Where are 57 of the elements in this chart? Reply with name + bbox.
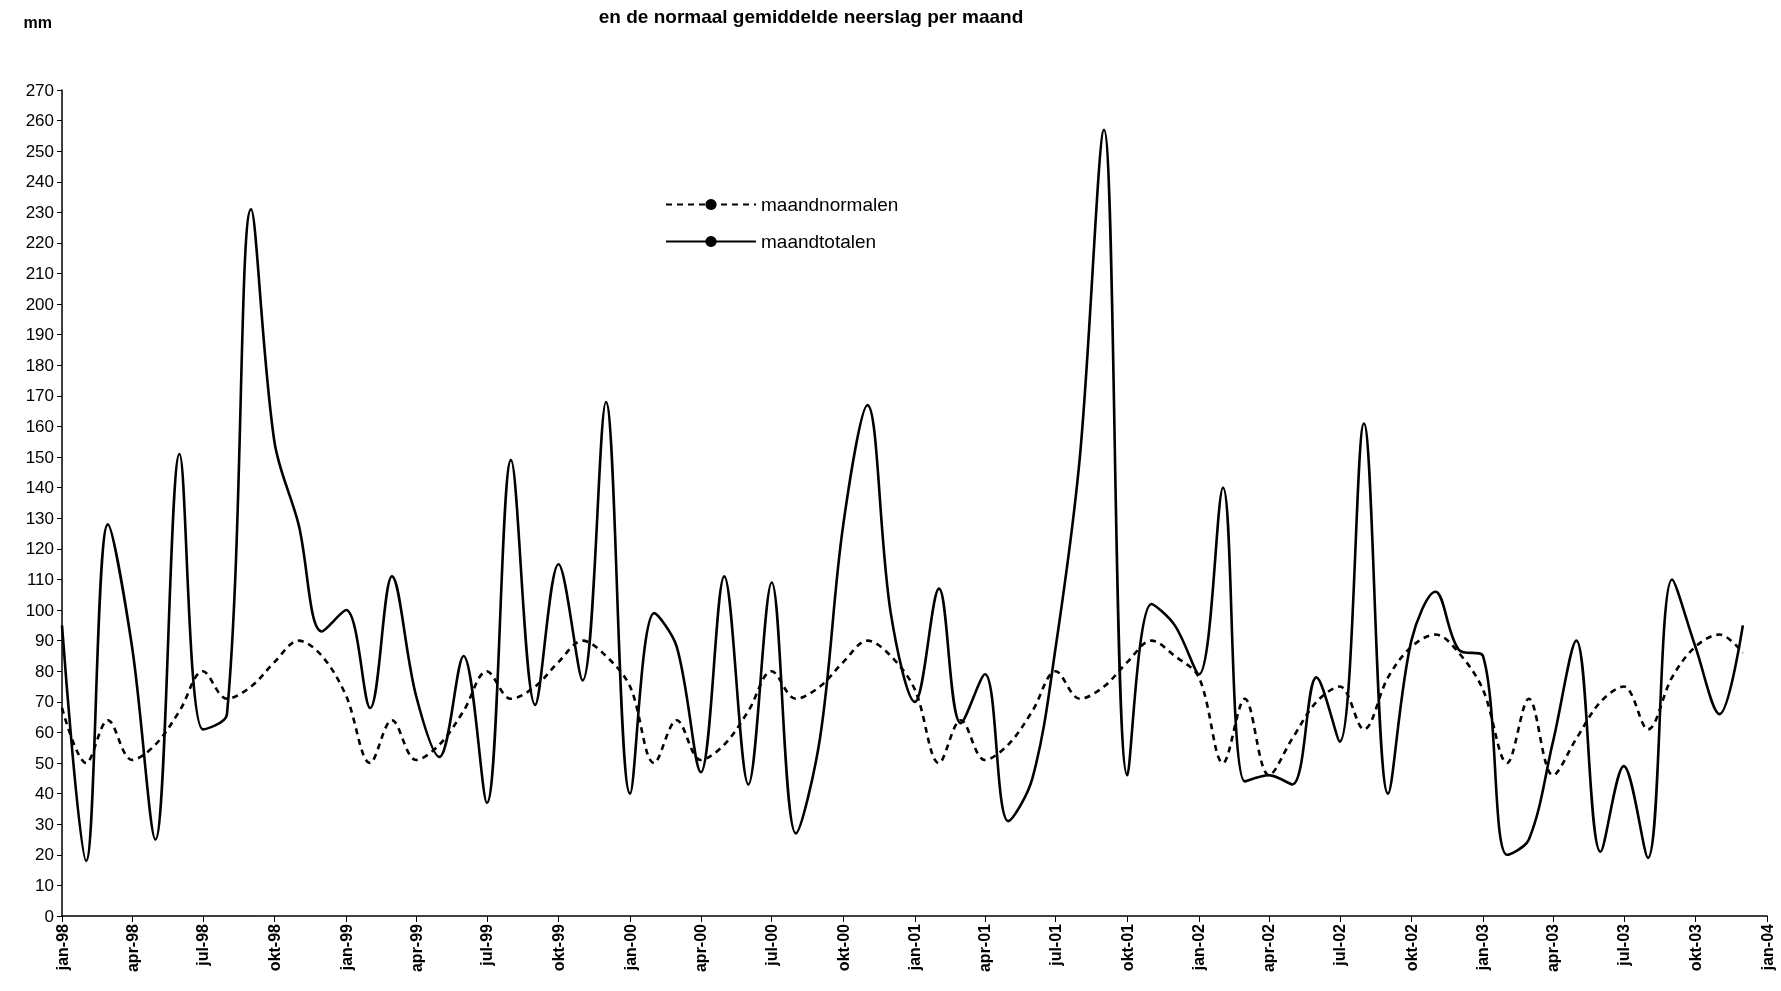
y-tick-label: 190 bbox=[25, 325, 54, 345]
x-tick-label: apr-01 bbox=[976, 923, 994, 973]
x-tick-label: okt-99 bbox=[549, 923, 567, 972]
y-tick-label: 50 bbox=[35, 753, 54, 773]
y-tick-label: 90 bbox=[35, 631, 54, 651]
x-tick-label: jul-99 bbox=[478, 923, 496, 967]
x-tick-label: jul-02 bbox=[1331, 923, 1349, 967]
x-tick-label: jan-99 bbox=[337, 923, 355, 972]
y-tick-label: 220 bbox=[25, 233, 54, 253]
chart-title: en de normaal gemiddelde neerslag per maand bbox=[598, 6, 1024, 27]
y-tick-label: 140 bbox=[25, 478, 54, 498]
y-tick-label: 240 bbox=[25, 172, 54, 192]
x-tick-label: okt-01 bbox=[1118, 923, 1136, 972]
x-tick-label: jan-02 bbox=[1190, 923, 1208, 972]
y-tick-label: 170 bbox=[25, 386, 54, 406]
y-tick-label: 30 bbox=[35, 814, 54, 834]
y-tick-label: 60 bbox=[35, 722, 54, 742]
y-tick-label: 200 bbox=[25, 294, 54, 314]
x-tick-label: jan-01 bbox=[906, 923, 924, 972]
y-tick-label: 150 bbox=[25, 447, 54, 467]
y-tick-label: 210 bbox=[25, 264, 54, 284]
y-tick-label: 70 bbox=[35, 692, 54, 712]
y-tick-label: 0 bbox=[44, 906, 54, 926]
y-tick-label: 120 bbox=[25, 539, 54, 559]
x-tick-label: okt-03 bbox=[1686, 923, 1704, 972]
y-tick-label: 100 bbox=[25, 600, 54, 620]
x-tick-label: jul-98 bbox=[194, 923, 212, 967]
y-tick-label: 180 bbox=[25, 355, 54, 375]
x-tick-label: apr-98 bbox=[123, 923, 141, 973]
y-tick-label: 40 bbox=[35, 784, 54, 804]
y-tick-label: 250 bbox=[25, 141, 54, 161]
x-tick-label: jan-03 bbox=[1474, 923, 1492, 972]
legend-label: maandnormalen bbox=[761, 194, 899, 215]
y-tick-label: 260 bbox=[25, 111, 54, 131]
x-tick-label: jul-01 bbox=[1047, 923, 1065, 967]
y-tick-label: 270 bbox=[25, 80, 54, 100]
x-tick-label: okt-00 bbox=[834, 923, 852, 972]
x-tick-label: apr-02 bbox=[1260, 923, 1278, 973]
y-tick-label: 160 bbox=[25, 417, 54, 437]
y-axis-title: mm bbox=[23, 13, 52, 31]
x-tick-label: jul-00 bbox=[763, 923, 781, 967]
y-tick-label: 110 bbox=[26, 569, 54, 589]
x-tick-label: apr-00 bbox=[692, 923, 710, 973]
x-tick-label: okt-02 bbox=[1402, 923, 1420, 972]
x-tick-label: jan-04 bbox=[1758, 923, 1776, 972]
y-tick-label: 20 bbox=[35, 845, 54, 865]
x-tick-label: apr-99 bbox=[407, 923, 425, 973]
y-tick-label: 10 bbox=[35, 875, 54, 895]
x-tick-label: jan-98 bbox=[53, 923, 71, 972]
x-tick-label: apr-03 bbox=[1544, 923, 1562, 973]
x-tick-label: jan-00 bbox=[621, 923, 639, 972]
y-tick-label: 230 bbox=[25, 202, 54, 222]
legend-label: maandtotalen bbox=[761, 231, 877, 252]
x-tick-label: okt-98 bbox=[265, 923, 283, 972]
y-tick-label: 130 bbox=[25, 508, 54, 528]
y-tick-label: 80 bbox=[35, 661, 54, 681]
x-tick-label: jul-03 bbox=[1615, 923, 1633, 967]
